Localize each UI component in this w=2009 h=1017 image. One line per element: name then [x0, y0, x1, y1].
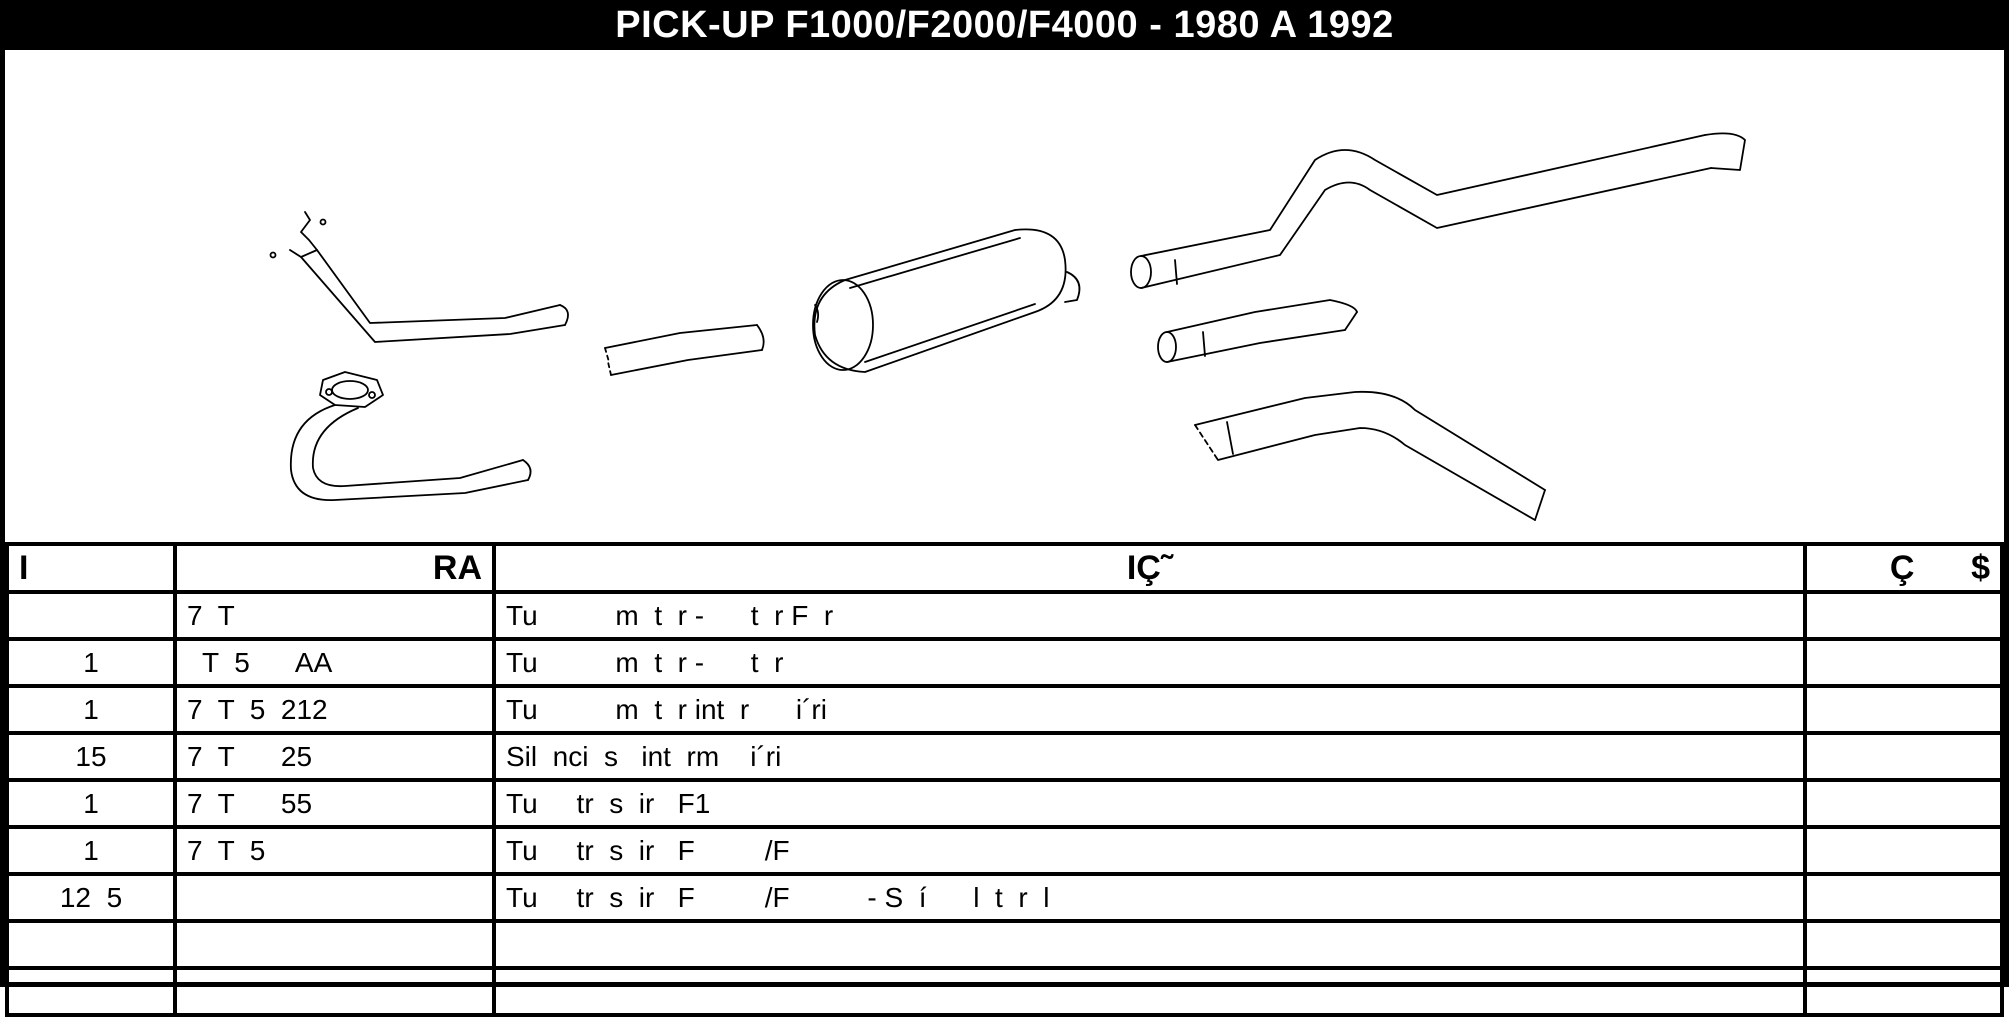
table-header-row: I RA IÇ˜ Ç $ [5, 542, 2004, 594]
front-pipe-lower-icon [290, 371, 532, 501]
cell-description: Tu m t r - t r F r [492, 590, 1807, 641]
cell-description: Sil nci s int rm i´ri [492, 731, 1807, 782]
table-row [5, 919, 2004, 970]
cell-description [492, 966, 1807, 1017]
cell-quantity: 15 [5, 731, 177, 782]
exhaust-system-drawing [269, 132, 1746, 521]
page-title: PICK-UP F1000/F2000/F4000 - 1980 A 1992 [0, 0, 2009, 50]
cell-price [1803, 778, 2004, 829]
cell-reference: 7 T 5 [173, 825, 496, 876]
table-row: 1 T 5 AA Tu m t r - t r [5, 637, 2004, 688]
cell-reference: 7 T [173, 590, 496, 641]
tail-pipe-long-icon [1130, 132, 1746, 289]
cell-description: Tu tr s ir F1 [492, 778, 1807, 829]
cell-price [1803, 637, 2004, 688]
cell-quantity: 1 [5, 637, 177, 688]
cell-price [1803, 872, 2004, 923]
cell-reference [173, 919, 496, 970]
table-row: 1 7 T 5 212 Tu m t r int r i´ri [5, 684, 2004, 735]
intermediate-pipe-icon [604, 324, 765, 376]
tail-pipe-lower-icon [1194, 390, 1546, 521]
cell-price [1803, 919, 2004, 970]
cell-description: Tu m t r - t r [492, 637, 1807, 688]
cell-reference [173, 966, 496, 1017]
front-pipe-upper-icon [269, 211, 569, 343]
cell-quantity [5, 966, 177, 1017]
parts-table: I RA IÇ˜ Ç $ 7 T Tu m t r - t r F r 1 T … [5, 542, 2004, 1017]
cell-price [1803, 684, 2004, 735]
table-row: 7 T Tu m t r - t r F r [5, 590, 2004, 641]
table-row: 1 7 T 55 Tu tr s ir F1 [5, 778, 2004, 829]
cell-price [1803, 731, 2004, 782]
cell-reference: 7 T 5 212 [173, 684, 496, 735]
cell-quantity: 1 [5, 825, 177, 876]
cell-price [1803, 825, 2004, 876]
cell-quantity: 12 5 [5, 872, 177, 923]
muffler-icon [812, 228, 1081, 373]
cell-quantity: 1 [5, 684, 177, 735]
cell-reference: 7 T 55 [173, 778, 496, 829]
cell-reference [173, 872, 496, 923]
header-price: Ç $ [1803, 542, 2004, 594]
tail-pipe-short-icon [1157, 299, 1358, 363]
cell-quantity: 1 [5, 778, 177, 829]
cell-description: Tu tr s ir F /F - S í l t r l [492, 872, 1807, 923]
cell-price [1803, 590, 2004, 641]
header-reference: RA [173, 542, 496, 594]
table-row: 1 7 T 5 Tu tr s ir F /F [5, 825, 2004, 876]
cell-quantity [5, 919, 177, 970]
header-quantity: I [5, 542, 177, 594]
cell-reference: T 5 AA [173, 637, 496, 688]
cell-description: Tu m t r int r i´ri [492, 684, 1807, 735]
cell-price [1803, 966, 2004, 1017]
table-row [5, 966, 2004, 1017]
table-row: 12 5 Tu tr s ir F /F - S í l t r l [5, 872, 2004, 923]
cell-quantity [5, 590, 177, 641]
cell-reference: 7 T 25 [173, 731, 496, 782]
cell-description: Tu tr s ir F /F [492, 825, 1807, 876]
cell-description [492, 919, 1807, 970]
header-description: IÇ˜ [492, 542, 1807, 594]
table-row: 15 7 T 25 Sil nci s int rm i´ri [5, 731, 2004, 782]
